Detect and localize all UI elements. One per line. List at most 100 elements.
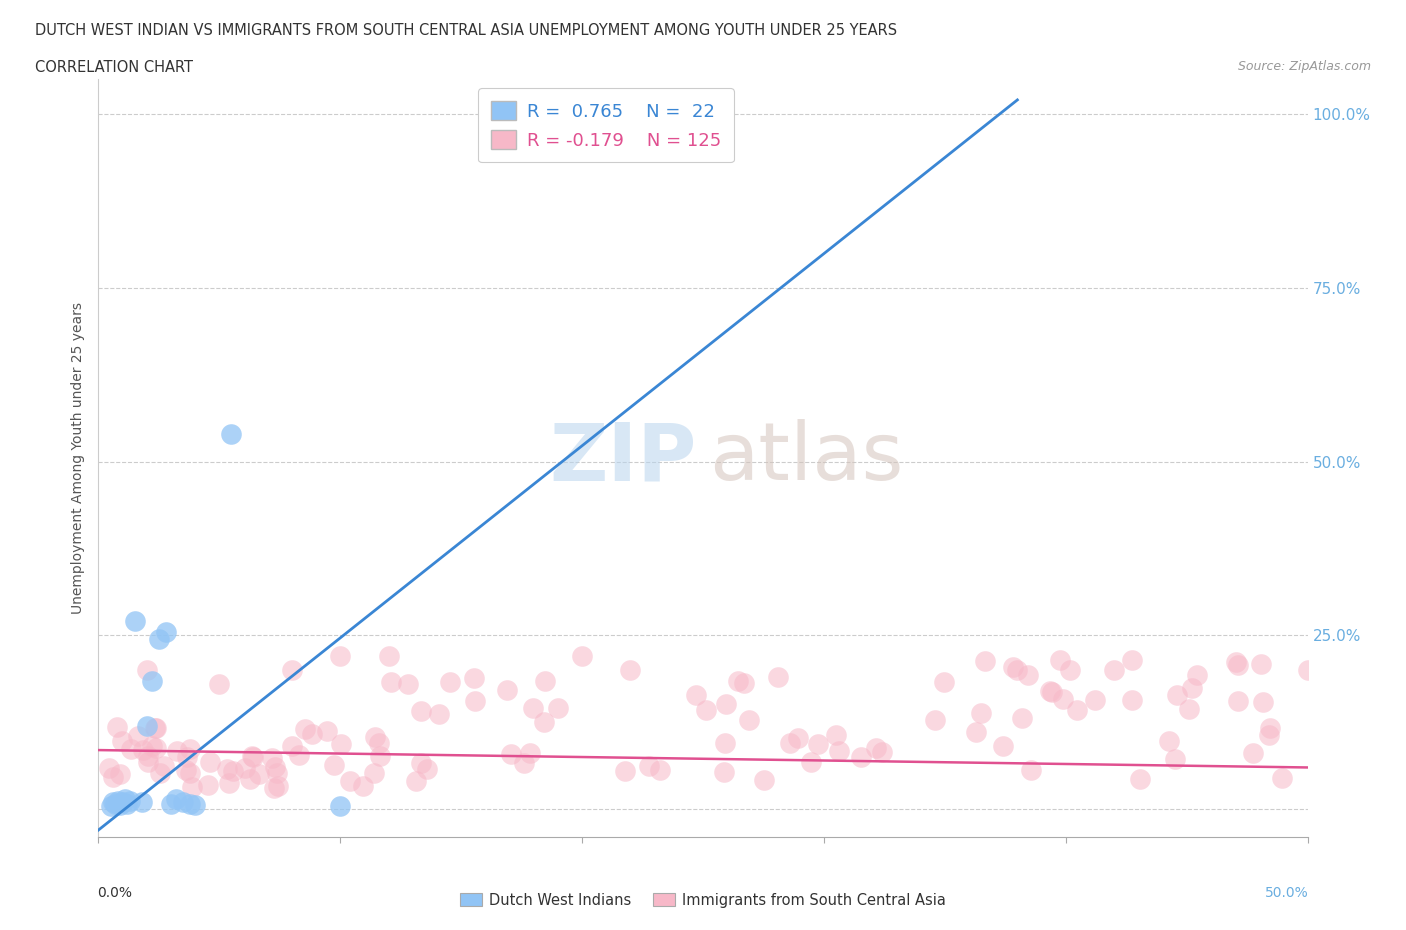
- Point: [522, 700, 544, 715]
- Point: [1059, 662, 1081, 677]
- Point: [215, 762, 238, 777]
- Point: [533, 674, 555, 689]
- Point: [108, 798, 131, 813]
- Point: [111, 733, 134, 748]
- Point: [131, 795, 153, 810]
- Point: [970, 705, 993, 720]
- Point: [1040, 684, 1063, 699]
- Point: [1017, 667, 1039, 682]
- Point: [323, 758, 346, 773]
- Point: [800, 754, 823, 769]
- Point: [117, 796, 139, 811]
- Point: [148, 631, 170, 646]
- Point: [281, 663, 304, 678]
- Point: [208, 677, 231, 692]
- Point: [733, 675, 755, 690]
- Point: [828, 743, 851, 758]
- Point: [160, 796, 183, 811]
- Point: [179, 765, 201, 780]
- Point: [713, 764, 735, 779]
- Point: [1185, 668, 1208, 683]
- Point: [281, 738, 304, 753]
- Point: [222, 764, 245, 778]
- Point: [427, 707, 450, 722]
- Point: [993, 738, 1015, 753]
- Point: [218, 776, 240, 790]
- Point: [519, 745, 541, 760]
- Text: 0.0%: 0.0%: [97, 886, 132, 900]
- Point: [1157, 733, 1180, 748]
- Point: [101, 795, 124, 810]
- Point: [294, 722, 316, 737]
- Point: [713, 735, 735, 750]
- Point: [738, 712, 761, 727]
- Point: [1251, 695, 1274, 710]
- Point: [1258, 721, 1281, 736]
- Point: [965, 724, 987, 739]
- Point: [165, 791, 187, 806]
- Point: [105, 719, 128, 734]
- Point: [1163, 751, 1185, 766]
- Point: [179, 741, 201, 756]
- Point: [1066, 703, 1088, 718]
- Point: [495, 683, 517, 698]
- Point: [807, 737, 830, 751]
- Point: [145, 740, 167, 755]
- Point: [184, 798, 207, 813]
- Point: [143, 720, 166, 735]
- Point: [638, 759, 661, 774]
- Point: [127, 728, 149, 743]
- Point: [695, 702, 717, 717]
- Point: [1271, 771, 1294, 786]
- Point: [1102, 663, 1125, 678]
- Point: [870, 744, 893, 759]
- Text: CORRELATION CHART: CORRELATION CHART: [35, 60, 193, 75]
- Point: [396, 676, 419, 691]
- Point: [849, 750, 872, 764]
- Point: [197, 777, 219, 792]
- Point: [166, 744, 188, 759]
- Point: [221, 426, 243, 441]
- Point: [108, 767, 131, 782]
- Point: [1241, 746, 1264, 761]
- Point: [111, 795, 134, 810]
- Point: [242, 750, 264, 764]
- Y-axis label: Unemployment Among Youth under 25 years: Unemployment Among Youth under 25 years: [70, 302, 84, 614]
- Point: [141, 738, 163, 753]
- Point: [98, 761, 121, 776]
- Point: [363, 730, 385, 745]
- Point: [107, 793, 129, 808]
- Point: [247, 766, 270, 781]
- Point: [1049, 653, 1071, 668]
- Text: 50.0%: 50.0%: [1265, 886, 1309, 900]
- Point: [263, 760, 285, 775]
- Point: [380, 674, 402, 689]
- Point: [409, 756, 432, 771]
- Point: [1001, 659, 1024, 674]
- Point: [266, 765, 288, 780]
- Point: [648, 763, 671, 777]
- Text: Source: ZipAtlas.com: Source: ZipAtlas.com: [1237, 60, 1371, 73]
- Point: [439, 674, 461, 689]
- Point: [262, 751, 284, 765]
- Point: [1296, 663, 1319, 678]
- Legend: R =  0.765    N =  22, R = -0.179    N = 125: R = 0.765 N = 22, R = -0.179 N = 125: [478, 88, 734, 162]
- Point: [101, 769, 124, 784]
- Point: [263, 780, 285, 795]
- Point: [377, 649, 399, 664]
- Point: [865, 740, 887, 755]
- Point: [124, 614, 146, 629]
- Point: [301, 727, 323, 742]
- Point: [136, 755, 159, 770]
- Point: [409, 703, 432, 718]
- Point: [329, 649, 352, 664]
- Point: [1052, 692, 1074, 707]
- Point: [464, 693, 486, 708]
- Text: atlas: atlas: [709, 419, 904, 497]
- Point: [114, 791, 136, 806]
- Point: [368, 749, 391, 764]
- Point: [1084, 693, 1107, 708]
- Point: [1178, 702, 1201, 717]
- Point: [100, 798, 122, 813]
- Point: [104, 796, 127, 811]
